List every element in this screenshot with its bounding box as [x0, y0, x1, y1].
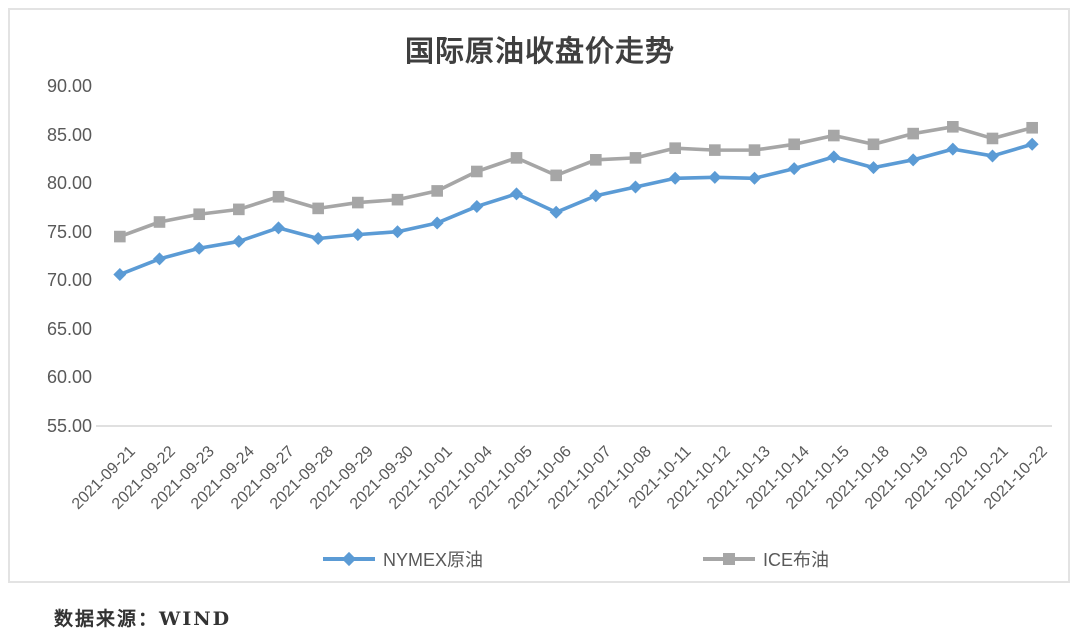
data-point-marker: [986, 149, 999, 163]
data-point-marker: [549, 205, 563, 219]
data-point-marker: [1025, 137, 1039, 151]
data-point-marker: [986, 132, 999, 145]
data-point-marker: [550, 169, 562, 182]
data-point-marker: [788, 138, 800, 151]
y-tick-label: 85.00: [46, 124, 92, 145]
series-line-1: [119, 125, 1033, 239]
data-point-marker: [272, 190, 285, 203]
data-point-marker: [827, 150, 841, 164]
y-tick-label: 65.00: [46, 318, 92, 339]
data-point-marker: [589, 189, 603, 203]
data-point-marker: [391, 193, 404, 206]
data-point-marker: [906, 153, 920, 167]
legend-item-nymex: NYMEX原油: [322, 546, 483, 572]
data-point-marker: [629, 152, 642, 164]
data-point-marker: [431, 185, 443, 197]
data-point-marker: [233, 203, 245, 216]
y-tick-label: 75.00: [46, 221, 92, 242]
data-point-marker: [311, 232, 325, 246]
data-point-marker: [629, 180, 642, 194]
data-point-marker: [113, 267, 127, 281]
data-point-marker: [312, 202, 324, 215]
series-line-0: [119, 142, 1033, 277]
data-point-marker: [946, 142, 960, 156]
y-tick-label: 55.00: [46, 416, 92, 436]
data-point-marker: [351, 228, 365, 242]
legend-label-ice: ICE布油: [763, 550, 830, 570]
data-point-marker: [470, 199, 484, 213]
data-point-marker: [193, 208, 205, 221]
source-note: 数据来源：WIND: [54, 608, 232, 630]
ice-line-marker-icon: [703, 553, 755, 565]
data-point-marker: [510, 152, 523, 164]
data-point-marker: [709, 144, 721, 156]
data-point-marker: [114, 230, 126, 243]
data-point-marker: [153, 216, 166, 228]
data-point-marker: [748, 144, 761, 156]
y-tick-label: 80.00: [46, 173, 92, 194]
data-point-marker: [907, 127, 919, 140]
data-point-marker: [430, 216, 444, 230]
data-point-marker: [153, 252, 166, 266]
data-point-marker: [1026, 121, 1038, 134]
data-point-marker: [947, 121, 959, 133]
chart-frame: [8, 8, 1070, 583]
y-tick-label: 70.00: [46, 270, 92, 291]
data-point-marker: [510, 187, 523, 201]
y-tick-label: 60.00: [46, 367, 92, 388]
data-point-marker: [272, 221, 285, 235]
data-point-marker: [391, 225, 404, 239]
legend-item-ice: ICE布油: [703, 546, 829, 572]
data-point-marker: [867, 161, 880, 175]
data-point-marker: [352, 196, 364, 209]
chart-title: 国际原油收盘价走势: [404, 34, 675, 68]
data-point-marker: [787, 162, 801, 176]
data-point-marker: [668, 171, 682, 185]
data-point-marker: [471, 165, 483, 178]
data-point-marker: [828, 129, 840, 142]
data-point-marker: [867, 138, 880, 151]
data-point-marker: [748, 171, 761, 185]
legend: NYMEX原油 ICE布油: [100, 546, 1052, 572]
data-point-marker: [192, 241, 206, 255]
data-point-marker: [669, 142, 681, 154]
data-point-marker: [590, 154, 602, 166]
legend-label-nymex: NYMEX原油: [382, 550, 483, 570]
data-point-marker: [708, 170, 722, 184]
y-tick-label: 90.00: [46, 76, 92, 96]
data-point-marker: [232, 234, 246, 248]
nymex-line-marker-icon: [322, 551, 375, 567]
